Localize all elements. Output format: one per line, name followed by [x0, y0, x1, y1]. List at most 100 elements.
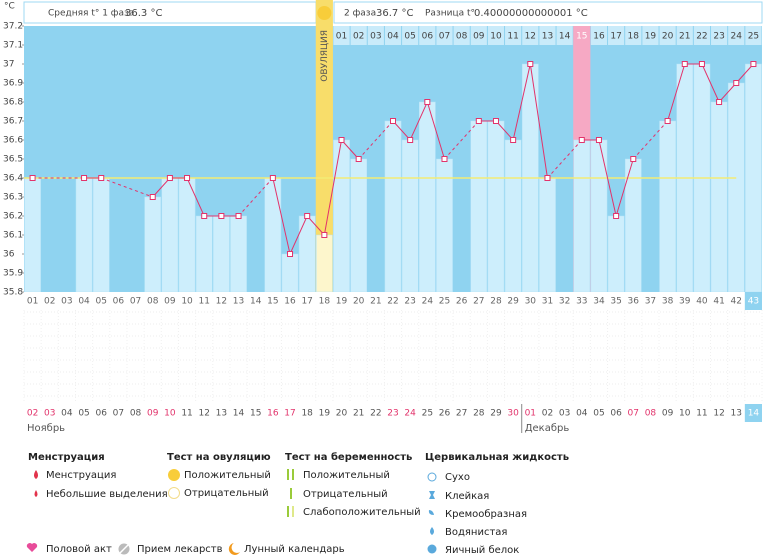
icon-drop-small: [34, 490, 38, 497]
cycle2-day: 06: [422, 32, 434, 42]
x-tick-label: 24: [422, 297, 434, 307]
icon-bar: [290, 488, 292, 499]
cycle2-day: 25: [748, 32, 759, 42]
icon-bar: [287, 469, 289, 480]
date-label: 07: [628, 409, 639, 419]
date-label: 17: [284, 409, 295, 419]
temperature-point: [595, 137, 602, 143]
temperature-point: [235, 213, 242, 219]
bar: [607, 215, 625, 293]
gap-connector: [444, 120, 480, 160]
x-tick-label: 10: [181, 297, 193, 307]
bar: [384, 120, 402, 293]
bar: [659, 120, 676, 293]
legend-extra: Половой акт: [46, 544, 112, 555]
phase2-label: 2 фаза: [344, 9, 376, 19]
date-label: 05: [78, 409, 89, 419]
cycle2-day: 09: [473, 32, 485, 42]
x-tick-label: 31: [542, 297, 553, 307]
bar: [24, 177, 41, 293]
cycle2-cell: [522, 26, 539, 45]
bar: [418, 101, 436, 293]
bar: [745, 63, 762, 293]
date-label: 06: [610, 409, 622, 419]
bar: [178, 177, 196, 293]
x-tick-label: 14: [250, 297, 262, 307]
temperature-point: [716, 99, 723, 105]
cycle2-cell: [625, 26, 642, 45]
legend-item: Клейкая: [445, 491, 489, 502]
current-date-cell: [744, 404, 762, 422]
temperature-point: [98, 175, 105, 181]
date-label: 10: [164, 409, 176, 419]
x-tick-label: 36: [628, 297, 640, 307]
x-tick-label: 13: [233, 297, 244, 307]
ovulation-marker: [317, 6, 332, 20]
x-tick-label: 23: [404, 297, 415, 307]
y-unit: °C: [4, 2, 15, 12]
bar: [350, 158, 368, 293]
cycle2-cell: [590, 26, 608, 45]
x-tick-label: 20: [353, 297, 365, 307]
y-tick-label: 37.2: [3, 22, 23, 32]
date-label: 20: [336, 409, 348, 419]
y-tick-label: 35.9: [3, 269, 23, 279]
bar: [504, 139, 522, 293]
date-label: 13: [731, 409, 742, 419]
temperature-point: [510, 137, 517, 143]
date-label: 21: [353, 409, 364, 419]
date-label: 16: [267, 409, 279, 419]
cycle2-cell: [556, 26, 573, 45]
y-tick-label: 36: [3, 250, 15, 260]
cycle2-cell: [350, 26, 367, 45]
bar: [92, 177, 110, 293]
legend-title: Тест на овуляцию: [167, 452, 271, 463]
icon-drop: [34, 470, 38, 479]
legend-item: Сухо: [445, 472, 470, 483]
ovulation-label: ОВУЛЯЦИЯ: [320, 30, 330, 82]
bar: [264, 177, 282, 293]
bar: [230, 215, 247, 293]
cycle2-day: 03: [370, 32, 381, 42]
x-tick-label: 38: [662, 297, 674, 307]
date-label: 10: [679, 409, 691, 419]
x-tick-label: 35: [610, 297, 621, 307]
legend-item: Отрицательный: [303, 489, 388, 500]
date-label: 23: [387, 409, 398, 419]
bar: [75, 177, 93, 293]
temperature-point: [578, 137, 585, 143]
cycle2-cell: [402, 26, 419, 45]
cycle2-cell: [333, 26, 350, 45]
date-label: 09: [662, 409, 674, 419]
temperature-point: [269, 175, 276, 181]
bar: [436, 158, 453, 293]
x-tick-label: 05: [96, 297, 107, 307]
temperature-point: [733, 80, 740, 86]
bar: [401, 139, 419, 293]
legend-title: Тест на беременность: [285, 451, 412, 463]
temperature-point: [475, 118, 482, 124]
date-label: 26: [439, 409, 451, 419]
day-row: [24, 292, 762, 310]
bar: [333, 139, 350, 293]
date-label: 04: [576, 409, 588, 419]
cycle2-cell: [384, 26, 402, 45]
bar: [144, 196, 162, 293]
icon-bar: [292, 506, 294, 517]
date-label: 03: [44, 409, 55, 419]
temperature-point: [29, 175, 36, 181]
cycle2-day: 13: [542, 32, 553, 42]
y-tick-label: 36.5: [3, 155, 23, 165]
gap-connector: [547, 139, 583, 179]
cycle2-day: 07: [439, 32, 450, 42]
cycle2-cell: [642, 26, 659, 45]
x-tick-label: 06: [113, 297, 125, 307]
cycle2-cell: [745, 26, 762, 45]
x-tick-label: 37: [645, 297, 656, 307]
cycle2-cell: [676, 26, 693, 45]
legend-icons: [26, 469, 437, 555]
x-tick-label: 18: [319, 297, 331, 307]
cycle2-cell: [470, 26, 487, 45]
icon-moon: [228, 543, 240, 555]
